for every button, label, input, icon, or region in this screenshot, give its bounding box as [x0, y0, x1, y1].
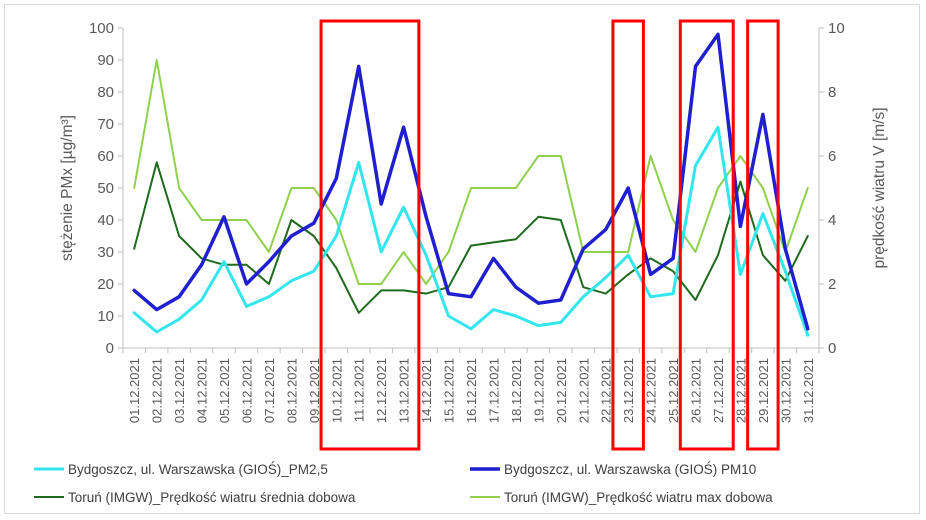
y-left-tick-label: 70: [97, 116, 114, 133]
series-line-3: [133, 161, 809, 314]
series-line-4: [133, 59, 809, 285]
x-tick-label: 11.12.2021: [352, 358, 367, 422]
y-left-tick-label: 100: [89, 20, 114, 37]
y-left-tick-label: 90: [97, 52, 114, 69]
y-left-tick-label: 80: [97, 84, 114, 101]
x-tick-label: 10.12.2021: [329, 358, 344, 423]
x-tick-label: 19.12.2021: [531, 358, 546, 423]
legend-label: Bydgoszcz, ul. Warszawska (GIOŚ) PM10: [504, 462, 756, 477]
y-left-tick-label: 50: [97, 180, 114, 197]
x-tick-label: 05.12.2021: [217, 358, 232, 423]
x-tick-label: 13.12.2021: [397, 358, 412, 423]
x-tick-label: 16.12.2021: [464, 358, 479, 423]
x-tick-label: 23.12.2021: [621, 358, 636, 423]
y-left-tick-label: 30: [97, 244, 114, 261]
y-right-tick-label: 6: [828, 148, 836, 165]
x-tick-label: 18.12.2021: [509, 358, 524, 423]
x-tick-label: 03.12.2021: [172, 358, 187, 423]
x-tick-label: 01.12.2021: [127, 358, 142, 423]
highlight-box: [678, 19, 735, 451]
series-line-1: [132, 125, 810, 337]
y-right-tick-label: 10: [828, 20, 845, 37]
x-tick-label: 07.12.2021: [262, 358, 277, 423]
y-left-tick-label: 40: [97, 212, 114, 229]
y-right-tick-label: 2: [828, 276, 836, 293]
highlight-box: [319, 19, 421, 451]
x-tick-label: 28.12.2021: [733, 358, 748, 423]
y-axis-left-title: stężenie PMx [µg/m³]: [59, 115, 76, 261]
y-right-tick-label: 8: [828, 84, 836, 101]
x-tick-label: 14.12.2021: [419, 358, 434, 423]
legend: Bydgoszcz, ul. Warszawska (GIOŚ)_PM2,5 By…: [34, 462, 773, 505]
highlight-box: [746, 19, 780, 451]
y-axis-right-title: prędkość wiatru V [m/s]: [871, 107, 888, 268]
y-right-tick-label: 4: [828, 212, 836, 229]
x-tick-label: 17.12.2021: [486, 358, 501, 423]
x-tick-label: 12.12.2021: [374, 358, 389, 423]
y-left-tick-label: 20: [97, 276, 114, 293]
x-tick-label: 06.12.2021: [239, 358, 254, 423]
x-tick-label: 30.12.2021: [778, 358, 793, 423]
y-left-tick-label: 10: [97, 308, 114, 325]
x-tick-label: 09.12.2021: [307, 358, 322, 423]
axes: 0 10 20 30 40 50 60 70 80 90 100 0 2 4 6 8 10 01.12.2021 0…: [59, 20, 888, 423]
x-tick-label: 15.12.2021: [442, 358, 457, 423]
x-tick-label: 29.12.2021: [756, 358, 771, 423]
x-tick-label: 08.12.2021: [284, 358, 299, 423]
highlight-boxes: [319, 19, 780, 451]
x-tick-label: 21.12.2021: [576, 358, 591, 423]
series-lines: [132, 32, 810, 337]
x-tick-label: 20.12.2021: [554, 358, 569, 423]
y-left-tick-label: 60: [97, 148, 114, 165]
y-left-tick-label: 0: [106, 340, 114, 357]
x-tick-label: 24.12.2021: [644, 358, 659, 423]
x-tick-label: 22.12.2021: [599, 358, 614, 423]
x-tick-label: 26.12.2021: [689, 358, 704, 423]
legend-label: Bydgoszcz, ul. Warszawska (GIOŚ)_PM2,5: [68, 462, 328, 477]
x-tick-label: 02.12.2021: [150, 358, 165, 423]
series-line-2: [132, 32, 810, 331]
y-right-tick-label: 0: [828, 340, 836, 357]
x-tick-label: 04.12.2021: [195, 358, 210, 423]
x-tick-label: 27.12.2021: [711, 358, 726, 423]
legend-label: Toruń (IMGW)_Prędkość wiatru średnia dob…: [68, 490, 356, 505]
x-tick-label: 31.12.2021: [801, 358, 816, 423]
legend-label: Toruń (IMGW)_Prędkość wiatru max dobowa: [504, 490, 773, 505]
x-tick-label: 25.12.2021: [666, 358, 681, 423]
highlight-box: [611, 19, 645, 451]
